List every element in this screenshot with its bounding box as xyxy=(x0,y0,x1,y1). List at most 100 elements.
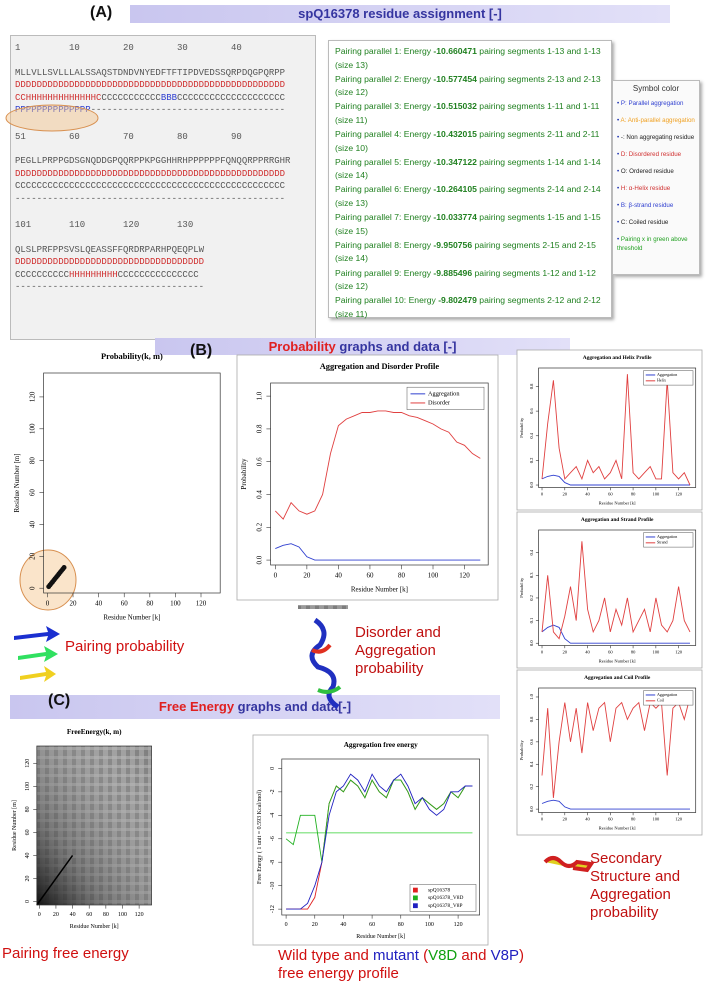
plot-title: FreeEnergy(k, m) xyxy=(67,728,122,736)
x-tick-label: 120 xyxy=(675,650,683,655)
line xyxy=(541,799,690,810)
x-tick-label: 40 xyxy=(585,492,590,497)
panel-label: (C) xyxy=(48,692,71,709)
pairing-line: ----------------------------------------… xyxy=(15,193,311,206)
x-tick-label: 80 xyxy=(103,912,109,918)
legend-item: • P: Parallel aggregation xyxy=(617,99,695,108)
text-segment: Free Energy xyxy=(158,699,235,714)
legend-label: Aggregation xyxy=(657,692,677,697)
x-tick-label: 120 xyxy=(675,492,683,497)
text-segment: CCCCCCCCCCCCCCC xyxy=(117,269,199,280)
pairing-item: Pairing parallel 5: Energy -10.347122 pa… xyxy=(335,156,605,183)
legend-label: Aggregation xyxy=(657,534,677,539)
x-tick-label: 60 xyxy=(608,817,613,822)
text-segment: V8D xyxy=(428,947,458,964)
text-segment: CCHHHHHHHHHHHHHC xyxy=(15,92,102,103)
y-axis-label: Residue Number [m] xyxy=(13,453,21,512)
pairing-energy: -10.515032 xyxy=(433,101,477,112)
y-tick-label: -12 xyxy=(270,905,276,913)
y-tick-label: 0.4 xyxy=(529,761,534,767)
pairing-energy: -10.347122 xyxy=(433,156,477,167)
text-segment: Pairing probability xyxy=(65,638,185,655)
y-tick-label: 100 xyxy=(25,782,31,791)
pairing-energy: -9.802479 xyxy=(438,295,477,306)
legend-item: • D: Disordered residue xyxy=(617,150,695,159)
plot-frame xyxy=(36,745,152,906)
legend-text: P: Parallel aggregation xyxy=(620,100,684,107)
line xyxy=(286,773,473,910)
pairing-text: Pairing parallel 4: Energy xyxy=(335,129,434,140)
line xyxy=(541,696,691,798)
x-tick-label: 100 xyxy=(425,922,434,928)
x-tick-label: 20 xyxy=(303,572,311,580)
legend-box xyxy=(643,532,694,548)
pairing-item: Pairing parallel 10: Energy -9.802479 pa… xyxy=(335,294,605,321)
text-segment: Disorder and Aggregation probability xyxy=(355,624,441,677)
x-tick-label: 120 xyxy=(135,912,144,918)
plot: Probability(k, m) Residue Number [k] Resid… xyxy=(13,352,221,622)
plot-frame xyxy=(538,367,697,488)
y-axis-label: Free Energy ( 1 unit = 0.593 Kcal/mol) xyxy=(256,790,263,884)
y-tick-label: 0.2 xyxy=(256,522,264,531)
x-tick-label: 40 xyxy=(585,650,590,655)
plot-title: Aggregation and Disorder Profile xyxy=(320,362,440,371)
bullet: • xyxy=(617,134,621,141)
bullet: • xyxy=(617,151,621,158)
point xyxy=(61,565,67,570)
x-tick-label: 0 xyxy=(541,492,544,497)
text-segment: CCCCCCCCCCCCCCCCCCCC xyxy=(177,92,286,103)
pairing-item: Pairing parallel 6: Energy -10.264105 pa… xyxy=(335,183,605,210)
y-tick-label: 60 xyxy=(29,489,37,497)
x-tick-label: 80 xyxy=(398,572,406,580)
pairing-text: Pairing parallel 2: Energy xyxy=(335,73,434,84)
legend-text: A: Anti-parallel aggregation xyxy=(620,117,695,124)
x-tick-label: 60 xyxy=(608,650,613,655)
legend-item: • -: Non aggregating residue xyxy=(617,133,695,142)
pairing-energy: -10.432015 xyxy=(433,129,477,140)
text-segment: CCCCCCCCCCCCCCCCCCCCCCCCCCCCCCCCCCCCCCCC… xyxy=(15,181,286,191)
plot-title: Aggregation and Helix Profile xyxy=(583,355,652,361)
y-tick-label: 40 xyxy=(29,520,37,528)
legend-item: • A: Anti-parallel aggregation xyxy=(617,116,695,125)
x-tick-label: 0 xyxy=(541,817,544,822)
x-tick-label: 60 xyxy=(369,922,375,928)
line xyxy=(275,543,481,561)
x-tick-label: 60 xyxy=(121,600,129,608)
plot-title: Aggregation free energy xyxy=(344,741,418,749)
ruler: 101 110 120 130 xyxy=(15,220,194,230)
pairing-item: Pairing parallel 7: Energy -10.033774 pa… xyxy=(335,211,605,238)
text-segment: BBB xyxy=(160,92,178,103)
legend-swatch xyxy=(413,887,418,893)
pairing-text: pairing segments 2-11 and 2-11 (size 10) xyxy=(335,129,600,153)
y-tick-label: 0.4 xyxy=(256,490,264,499)
y-axis-label: Residue Number [m] xyxy=(12,800,18,851)
pairing-energy: -10.660471 xyxy=(433,46,477,56)
pairing-item: Pairing parallel 1: Energy -10.660471 pa… xyxy=(335,45,605,72)
x-tick-label: 120 xyxy=(454,922,463,928)
y-tick-label: -10 xyxy=(270,882,276,890)
x-tick-label: 120 xyxy=(196,600,207,608)
x-axis-label: Residue Number [k] xyxy=(351,586,408,594)
panel-label: (A) xyxy=(90,4,113,21)
disorder-line: DDDDDDDDDDDDDDDDDDDDDDDDDDDDDDDDDDDDDDDD… xyxy=(15,80,286,90)
text-segment: ------------------------------------ xyxy=(90,105,286,115)
bullet: • xyxy=(617,236,621,243)
text-segment: mutant xyxy=(373,947,419,964)
legend-label: spQ16378 xyxy=(428,887,450,893)
y-tick-label: -6 xyxy=(270,836,276,841)
x-tick-label: 60 xyxy=(86,912,92,918)
pairing-text: Pairing parallel 6: Energy xyxy=(335,184,434,195)
caption: Wild type and mutant (V8D and V8P) free … xyxy=(278,947,528,983)
ruler: 51 60 70 80 90 xyxy=(15,131,242,142)
y-tick-label: -2 xyxy=(270,789,276,794)
y-tick-label: 80 xyxy=(29,457,37,465)
legend-text: O: Ordered residue xyxy=(620,168,674,175)
legend-label: Disorder xyxy=(428,399,451,406)
caption: Pairing probability xyxy=(65,638,235,656)
pairing-text: pairing segments 2-14 and 2-14 (size 13) xyxy=(335,184,601,209)
x-axis-label: Residue Number [k] xyxy=(70,924,119,930)
pairing-text: pairing segments 2-15 and 2-15 (size 14) xyxy=(335,239,596,264)
plot-frame xyxy=(281,758,480,916)
y-tick-label: 0 xyxy=(25,900,31,903)
